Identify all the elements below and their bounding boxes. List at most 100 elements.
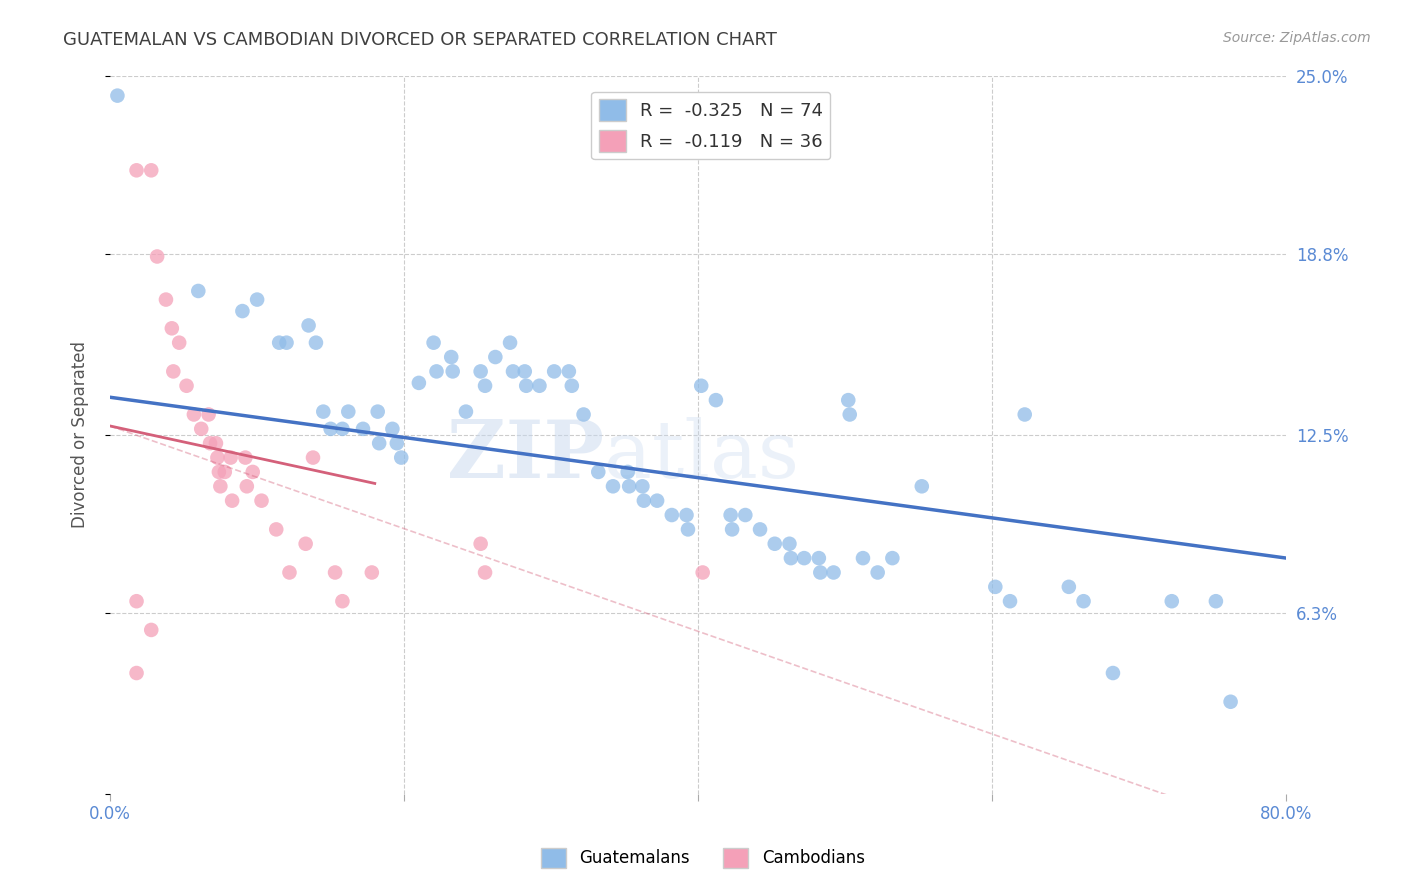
Point (984, 580, 1007, 594)
Point (187, 284, 209, 298)
Point (558, 364, 581, 378)
Point (793, 551, 815, 566)
Point (422, 335, 444, 350)
Point (141, 623, 163, 637)
Point (125, 666, 148, 681)
Point (780, 551, 803, 566)
Point (633, 493, 655, 508)
Point (236, 479, 259, 493)
Point (183, 408, 205, 422)
Point (264, 522, 287, 536)
Point (190, 422, 212, 436)
Point (323, 566, 346, 580)
Point (219, 450, 242, 465)
Point (749, 522, 772, 536)
Point (205, 436, 228, 450)
Point (470, 537, 492, 551)
Point (631, 479, 654, 493)
Point (661, 508, 683, 522)
Point (278, 566, 301, 580)
Point (1073, 594, 1095, 608)
Point (276, 335, 298, 350)
Point (360, 566, 382, 580)
Point (484, 350, 506, 364)
Point (692, 566, 714, 580)
Text: GUATEMALAN VS CAMBODIAN DIVORCED OR SEPARATED CORRELATION CHART: GUATEMALAN VS CAMBODIAN DIVORCED OR SEPA… (63, 31, 778, 49)
Point (125, 163, 148, 178)
Point (763, 537, 786, 551)
Point (823, 566, 845, 580)
Point (242, 465, 264, 479)
Point (676, 522, 699, 536)
Point (381, 422, 404, 436)
Text: ZIP: ZIP (447, 417, 605, 495)
Point (998, 594, 1021, 608)
Point (617, 479, 640, 493)
Legend: R =  -0.325   N = 74, R =  -0.119   N = 36: R = -0.325 N = 74, R = -0.119 N = 36 (592, 92, 831, 160)
Point (588, 465, 610, 479)
Point (231, 304, 253, 318)
Point (645, 493, 668, 508)
Point (389, 450, 412, 465)
Point (162, 364, 184, 378)
Point (499, 335, 522, 350)
Point (720, 508, 742, 522)
Point (882, 551, 904, 566)
Point (1014, 408, 1036, 422)
Point (454, 404, 477, 418)
Point (704, 393, 727, 408)
Point (209, 479, 232, 493)
Text: atlas: atlas (605, 417, 799, 495)
Point (197, 408, 219, 422)
Point (176, 378, 198, 392)
Point (207, 450, 229, 465)
Point (616, 465, 638, 479)
Point (837, 393, 859, 408)
Point (1205, 594, 1227, 608)
Point (408, 376, 430, 390)
Point (294, 537, 316, 551)
Point (305, 335, 328, 350)
Point (441, 364, 464, 378)
Point (319, 422, 342, 436)
Point (1057, 580, 1080, 594)
Point (269, 335, 291, 350)
Point (302, 450, 325, 465)
Point (852, 551, 875, 566)
Point (368, 436, 391, 450)
Point (125, 594, 148, 608)
Point (1160, 594, 1182, 608)
Y-axis label: Divorced or Separated: Divorced or Separated (72, 341, 89, 528)
Point (297, 318, 319, 333)
Point (425, 364, 447, 378)
Point (337, 404, 360, 418)
Point (866, 566, 889, 580)
Text: Source: ZipAtlas.com: Source: ZipAtlas.com (1223, 31, 1371, 45)
Point (543, 364, 565, 378)
Point (529, 378, 551, 392)
Point (807, 551, 830, 566)
Point (167, 335, 190, 350)
Point (734, 508, 756, 522)
Point (1102, 666, 1125, 681)
Point (146, 250, 169, 264)
Point (808, 566, 831, 580)
Point (470, 364, 492, 378)
Point (312, 404, 335, 418)
Legend: Guatemalans, Cambodians: Guatemalans, Cambodians (534, 841, 872, 875)
Point (513, 364, 536, 378)
Point (1219, 695, 1241, 709)
Point (385, 436, 408, 450)
Point (515, 378, 537, 392)
Point (246, 293, 269, 307)
Point (214, 465, 236, 479)
Point (250, 493, 273, 508)
Point (235, 450, 257, 465)
Point (107, 88, 129, 103)
Point (440, 350, 463, 364)
Point (208, 465, 231, 479)
Point (352, 422, 374, 436)
Point (838, 408, 860, 422)
Point (690, 378, 713, 392)
Point (675, 508, 697, 522)
